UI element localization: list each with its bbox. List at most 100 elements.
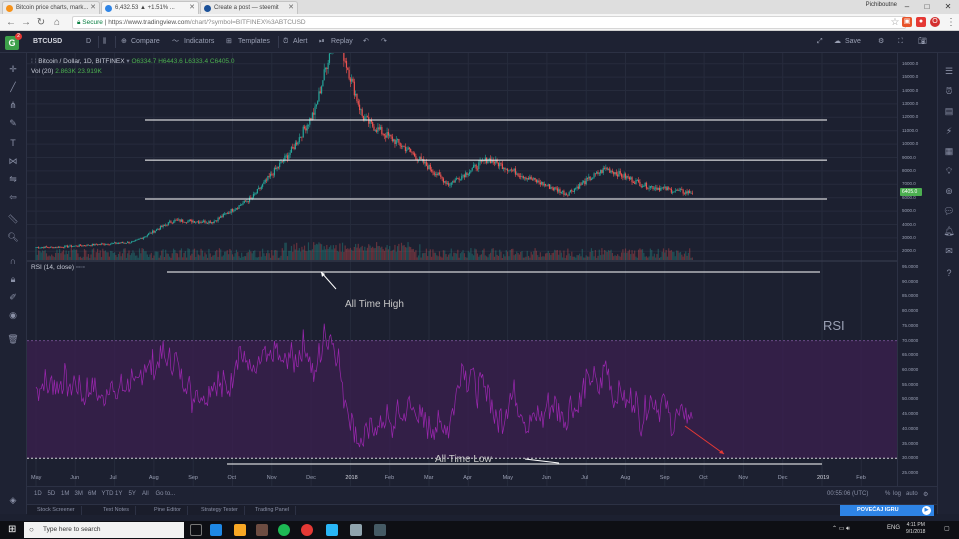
indicators-button[interactable]: Indicators [184,38,215,45]
messages-icon[interactable]: ✉︎ [945,246,953,256]
calendar-icon[interactable]: ▦ [944,146,954,156]
tab-text-notes[interactable]: Text Notes [97,506,136,515]
notifications-icon[interactable]: 🔔︎ [943,226,955,236]
tray-icons[interactable]: ⌃ ▭ 🔊︎ [832,526,850,532]
crosshair-icon[interactable]: ✛ [9,64,17,74]
pattern-icon[interactable]: ⋈ [8,156,18,166]
windows-start-icon[interactable]: ⊞ [8,524,17,535]
range-button-1d[interactable]: 1D [34,491,42,497]
favorites-icon[interactable]: ◈ [9,495,17,505]
symbol-search[interactable]: BTCUSD [33,38,63,45]
save-button[interactable]: Save [845,38,861,45]
interval-selector[interactable]: D [86,38,92,45]
browser-tab-1[interactable]: Bitcoin price charts, mark... ✕ [2,1,100,14]
browser-tab-3[interactable]: Create a post — steemit ✕ [200,1,298,14]
bar-style-icon[interactable]: ⫼ [103,38,107,45]
settings-gear-icon[interactable]: ⚙︎ [878,38,885,45]
clock[interactable]: 4:11 PM 9/1/2018 [906,522,925,536]
file-explorer-icon[interactable] [234,524,246,536]
tradingview-logo-icon[interactable]: G [5,36,19,50]
task-view-icon[interactable] [190,524,202,536]
redo-icon[interactable]: ↷ [381,38,387,45]
tab-pine-editor[interactable]: Pine Editor [148,506,188,515]
app-icon[interactable] [326,524,338,536]
legend-dropdown-icon[interactable]: ▾ [126,58,132,65]
eye-icon[interactable]: ◉ [9,310,17,320]
trend-line-icon[interactable]: ╱ [10,82,16,92]
tab-strategy-tester[interactable]: Strategy Tester [195,506,245,515]
watchlist-icon[interactable]: ☰ [944,66,954,76]
trash-icon[interactable]: 🗑︎ [7,334,19,344]
store-icon[interactable] [256,524,268,536]
edge-icon[interactable] [210,524,222,536]
rsi-legend[interactable]: RSI (14, close) ▫▫▫▫ [31,263,85,272]
streams-icon[interactable]: ⊚ [945,186,953,196]
forward-icon[interactable]: → [21,17,31,28]
alerts-icon[interactable]: ⏰︎ [945,86,953,96]
range-button-6m[interactable]: 6M [88,491,97,497]
utc-clock[interactable]: 00:55:06 (UTC) [827,491,869,497]
notes-icon[interactable] [350,524,362,536]
range-button-1y[interactable]: 1Y [115,491,123,497]
text-icon[interactable]: T [10,138,16,148]
auto-scale-button[interactable]: auto [906,491,918,497]
range-button-goto[interactable]: Go to... [155,491,176,497]
reload-icon[interactable]: ↻ [36,17,46,28]
stay-in-drawing-icon[interactable]: ✐ [9,292,17,302]
taskbar-search-input[interactable]: ○ Type here to search [24,522,184,538]
language-indicator[interactable]: ENG [887,525,901,531]
minimize-icon[interactable]: – [904,2,910,11]
profile-name[interactable]: Pichiboutne [865,2,897,8]
rsi-legend-controls[interactable]: ▫▫▫▫ [75,264,86,271]
hotlist-icon[interactable]: ⚡︎ [945,126,953,136]
main-legend[interactable]: ⁞ ⁞ Bitcoin / Dollar, 1D, BITFINEX ▾ O63… [31,57,234,66]
close-tab-icon[interactable]: ✕ [90,4,96,11]
browser-tab-2[interactable]: 6,432.53 ▲ +1.51% ... ✕ [101,1,199,14]
lock-drawings-icon[interactable]: 🔒︎ [10,274,16,284]
close-tab-icon[interactable]: ✕ [189,4,195,11]
chart-area[interactable]: All Time High All Time Low RSI ⁞ ⁞ Bitcoin… [27,53,897,486]
settings-gear-icon[interactable]: ⚙︎ [923,492,929,498]
ruler-icon[interactable]: 📏︎ [7,214,19,224]
log-scale-button[interactable]: log [893,491,902,497]
brush-icon[interactable]: ✎ [9,118,17,128]
home-icon[interactable]: ⌂ [53,17,61,28]
close-tab-icon[interactable]: ✕ [288,4,294,11]
range-button-all[interactable]: All [142,491,149,497]
range-button-5d[interactable]: 5D [47,491,56,497]
fullscreen-icon[interactable]: ⛶ [898,38,903,45]
premium-button[interactable]: POVEĆAJ IGRU ▶ [840,505,934,516]
chrome-icon[interactable] [301,524,313,536]
opera-icon[interactable]: O [930,17,940,27]
chat-icon[interactable]: 💬︎ [943,206,955,216]
bookmark-star-icon[interactable]: ☆ [890,17,900,28]
maximize-icon[interactable]: □ [924,2,930,11]
extension-icon[interactable]: ▣ [902,17,912,27]
range-button-ytd[interactable]: YTD [101,491,114,497]
url-input[interactable]: 🔒︎ Secure | https://www.tradingview.com/… [72,16,906,29]
back-arrow-icon[interactable]: ⇦ [9,192,17,202]
templates-button[interactable]: Templates [238,38,270,45]
calculator-icon[interactable] [374,524,386,536]
browser-menu-icon[interactable]: ⋮ [946,17,956,28]
spotify-icon[interactable] [278,524,290,536]
fullscreen-toggle-icon[interactable]: ⤢ [817,38,823,45]
zoom-icon[interactable]: 🔍︎ [7,232,19,242]
magnet-icon[interactable]: ∩ [9,256,17,266]
replay-button[interactable]: Replay [331,38,353,45]
snapshot-camera-icon[interactable]: 📷︎ [918,38,927,45]
tab-stock-screener[interactable]: Stock Screener [31,506,82,515]
pitchfork-icon[interactable]: ⋔ [9,100,17,110]
projection-icon[interactable]: ⇋ [9,174,17,184]
undo-icon[interactable]: ↶ [363,38,369,45]
percent-scale-button[interactable]: % [885,491,891,497]
tab-trading-panel[interactable]: Trading Panel [249,506,297,515]
volume-legend[interactable]: Vol (20) 2.863K 23.919K [31,67,102,76]
help-icon[interactable]: ? [946,268,952,278]
alert-button[interactable]: Alert [293,38,308,45]
back-icon[interactable]: ← [6,17,16,28]
range-button-3m[interactable]: 3M [74,491,83,497]
range-button-1m[interactable]: 1M [61,491,70,497]
action-center-icon[interactable]: ▢ [944,526,950,532]
adblock-icon[interactable]: ● [916,17,926,27]
